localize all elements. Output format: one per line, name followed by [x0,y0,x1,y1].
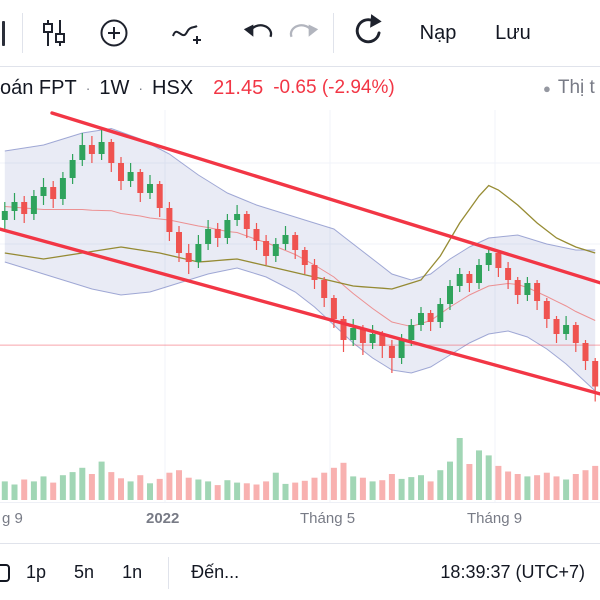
cropped-panel-icon[interactable] [0,562,12,584]
price-change: -0.65 (-2.94%) [273,77,395,98]
sliders-icon [34,13,74,53]
last-price: 21.45 [213,76,264,99]
cropped-tool-icon[interactable] [2,21,5,46]
timeframe-button-1[interactable]: 1p [12,553,60,593]
save-layout-button[interactable]: Lưu [483,11,543,55]
axis-label: g 9 [2,510,23,527]
load-layout-button[interactable]: Nạp [408,11,468,55]
separator-dot: · [85,80,91,96]
redo-button[interactable] [282,11,322,55]
undo-button[interactable] [240,11,280,55]
plus-circle-icon [94,13,134,53]
timeframe-button-2[interactable]: 5n [60,553,108,593]
toolbar-divider [333,13,334,53]
redo-icon [283,14,321,52]
symbol-row: oán FPT · 1W · HSX 21.45 -0.65 (-2.94%) … [0,66,600,110]
bottom-divider [168,556,170,589]
indicators-button[interactable] [162,11,214,55]
exchange-label: HSX [152,76,194,99]
separator-dot: · [138,80,144,96]
bottom-toolbar: 1p 5n 1n Đến... 18:39:37 (UTC+7) [0,543,600,600]
symbol-name[interactable]: oán FPT [0,76,77,99]
market-status-dot-icon: ● [543,80,551,96]
axis-label: Tháng 5 [300,510,356,527]
undo-icon [241,14,279,52]
top-toolbar: Nạp Lưu [0,0,600,67]
chart-area[interactable] [0,110,600,502]
timeframe-button-3[interactable]: 1n [108,553,156,593]
price-chart[interactable] [0,110,600,502]
refresh-icon [347,12,389,54]
time-axis[interactable]: g 9 2022 Tháng 5 Tháng 9 [0,502,600,534]
axis-label: Tháng 9 [467,510,523,527]
toolbar-divider [22,13,23,53]
interval-label[interactable]: 1W [99,76,130,99]
refresh-button[interactable] [344,11,392,55]
axis-label-year: 2022 [146,510,180,527]
add-symbol-button[interactable] [92,11,136,55]
clock-display: 18:39:37 (UTC+7) [440,562,585,582]
market-status: ● Thị t [543,66,595,110]
indicators-icon [168,13,208,53]
goto-date-button[interactable]: Đến... [181,553,249,593]
market-status-label: Thị t [557,77,595,98]
chart-settings-button[interactable] [32,11,76,55]
